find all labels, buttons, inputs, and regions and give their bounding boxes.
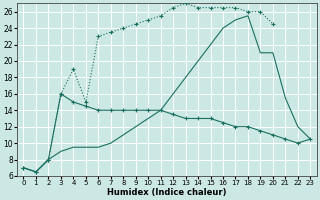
X-axis label: Humidex (Indice chaleur): Humidex (Indice chaleur) <box>107 188 227 197</box>
